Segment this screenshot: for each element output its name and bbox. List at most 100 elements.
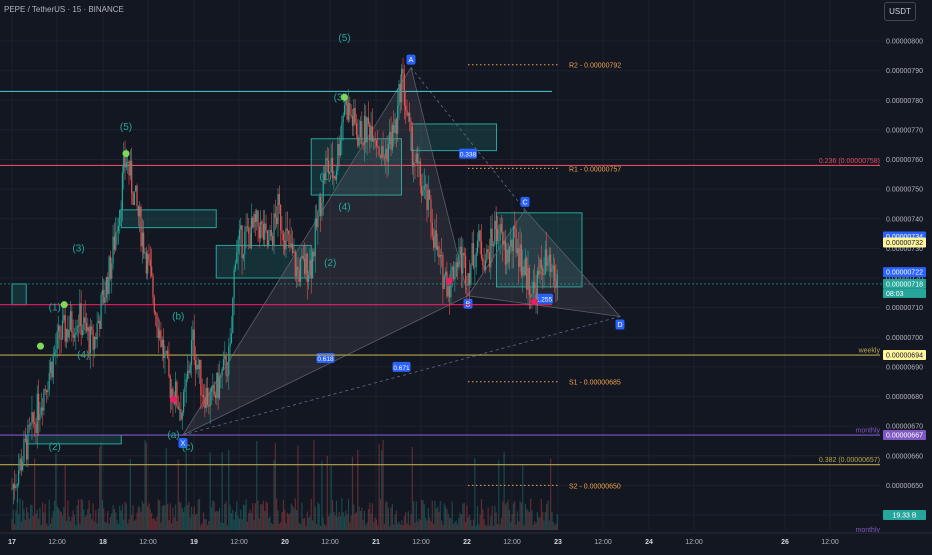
volume-bar [157,499,159,530]
candle-body [174,381,177,404]
candle-body [484,260,487,271]
candle-body [160,330,162,347]
volume-bar [256,440,258,530]
harmonic-point-label: A [409,57,414,64]
candle-body [367,117,370,124]
candle-body [252,217,254,228]
candle-body [500,224,503,232]
candle-body [520,244,522,276]
candle-body [260,221,262,239]
candle-body [23,439,25,463]
volume-bar [389,525,391,530]
candle-body [402,68,404,74]
volume-bar [450,518,452,530]
volume-bar [440,520,443,530]
volume-bar [309,516,311,530]
pivot-level-label: S2 - 0.00000650 [569,483,621,490]
volume-bar [109,516,112,530]
candle-body [208,404,210,407]
candle-body [83,317,85,331]
candle-body [212,385,214,388]
candle-body [347,103,350,120]
volume-bar [164,505,166,530]
volume-bar [80,498,82,530]
volume-bar [543,520,545,530]
candle-body [534,282,536,289]
candle-body [115,232,117,250]
candle-body [41,407,44,411]
volume-level-label: monthly [855,527,880,534]
volume-bar [310,498,312,530]
volume-bar [371,503,374,530]
candle-body [218,377,221,399]
currency-button[interactable]: USDT [884,2,916,21]
volume-bar [115,512,117,530]
candle-body [321,202,323,216]
volume-bar [518,521,520,530]
volume-bar [378,444,380,530]
countdown-badge [883,288,926,298]
volume-bar [499,524,501,530]
candle-body [95,336,97,340]
volume-bar [272,524,274,530]
candle-body [369,123,371,141]
candle-body [216,372,218,398]
volume-bar [289,513,291,530]
volume-bar [431,500,433,530]
candle-body [524,257,526,276]
candle-body [139,206,141,217]
volume-bar [174,504,177,530]
volume-bar [265,500,267,530]
candle-body [527,267,529,290]
price-tick-label: 0.00000700 [886,335,923,342]
volume-bar [307,517,310,530]
volume-bar [407,511,409,530]
candle-body [538,270,540,275]
candle-body [443,276,445,289]
candle-body [345,97,347,106]
volume-bar [273,460,275,530]
volume-bar [443,503,445,530]
candle-body [353,107,355,126]
candle-body [281,229,283,234]
volume-bar [435,508,437,530]
volume-bar [285,523,287,530]
pivot-level-label: R1 - 0.00000757 [569,166,621,173]
volume-bar [77,499,80,530]
candle-body [91,326,93,331]
candle-body [167,350,169,359]
volume-bar [210,507,213,530]
candle-body [64,315,66,342]
volume-bar [483,518,485,530]
volume-bar [293,508,295,530]
candle-body [411,126,413,167]
candle-body [89,326,92,354]
candle-body [470,264,472,285]
level-label: weekly [858,348,881,355]
candle-body [14,484,16,489]
candle-body [80,303,82,336]
volume-bar [209,452,211,530]
price-badge-label: 0.00000722 [886,270,923,277]
candle-body [434,230,436,248]
candle-body [390,131,392,150]
volume-bar [288,514,290,530]
volume-bar [260,504,262,530]
volume-bar [132,505,134,530]
volume-bar [188,501,190,530]
candle-body [144,252,146,254]
candle-body [71,311,73,333]
candle-body [116,231,118,233]
level-label: 0.382 (0.00000657) [819,457,880,464]
volume-bar [36,509,38,530]
volume-bar [87,508,89,530]
volume-bar [418,518,420,530]
candle-body [32,412,34,423]
volume-bar [172,507,174,530]
harmonic-point-badge [463,298,473,309]
volume-bar [24,519,26,530]
volume-bar [63,507,65,530]
volume-bar [504,504,507,530]
